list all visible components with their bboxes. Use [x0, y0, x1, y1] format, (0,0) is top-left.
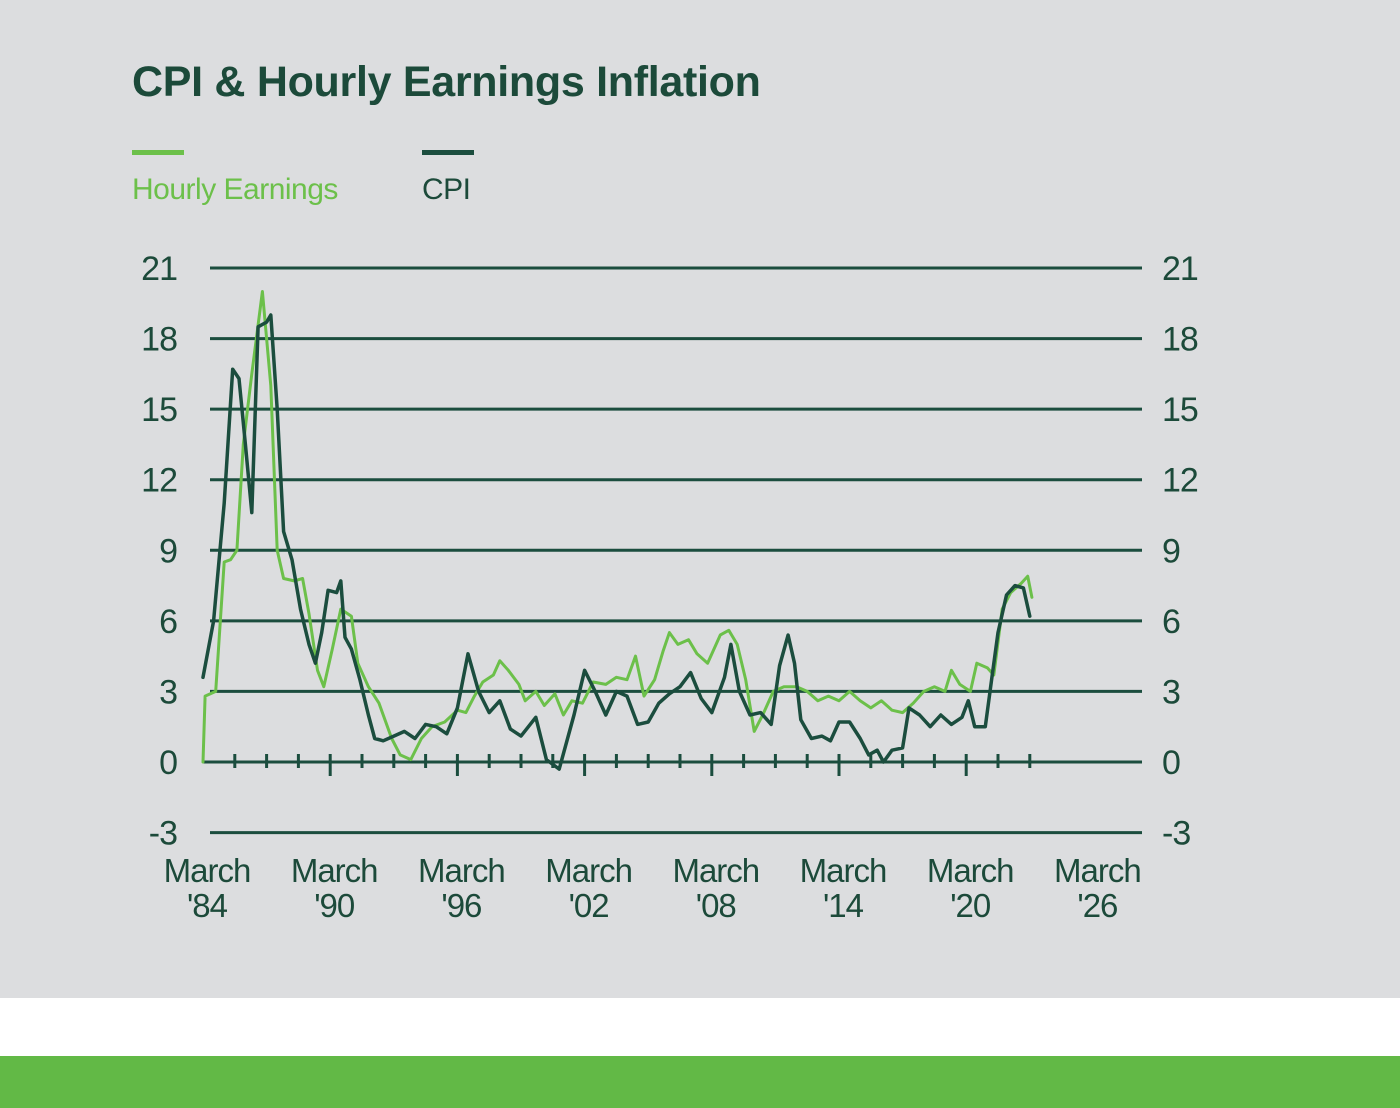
x-tick-label-year: '14 — [823, 887, 864, 924]
y-tick-label-right: 15 — [1162, 391, 1198, 429]
x-tick-label-year: '90 — [314, 887, 355, 924]
chart-title: CPI & Hourly Earnings Inflation — [132, 58, 761, 106]
legend-label-cpi: CPI — [422, 173, 471, 206]
footer-band — [0, 1056, 1400, 1108]
y-tick-label-left: 9 — [159, 532, 177, 570]
legend-item-hourly-earnings: Hourly Earnings — [132, 150, 338, 207]
y-tick-label-left: 6 — [159, 603, 177, 641]
series-line-hourly-earnings — [201, 290, 1034, 764]
y-tick-label-left: 0 — [159, 744, 177, 782]
x-tick-label-month: March — [1054, 852, 1141, 889]
series-line-cpi — [201, 313, 1032, 771]
x-tick-label-month: March — [800, 852, 887, 889]
y-tick-label-left: 12 — [141, 462, 177, 500]
y-tick-label-right: 12 — [1162, 462, 1198, 500]
legend-item-cpi: CPI — [422, 150, 474, 207]
x-tick-label-month: March — [418, 852, 505, 889]
y-tick-label-right: -3 — [1162, 815, 1190, 853]
x-tick-label-year: '20 — [950, 887, 991, 924]
legend-swatch-hourly-earnings — [132, 150, 184, 155]
y-tick-label-left: -3 — [149, 815, 177, 853]
x-tick-label-month: March — [291, 852, 378, 889]
y-tick-label-left: 21 — [141, 250, 177, 288]
x-tick-label-month: March — [164, 852, 251, 889]
x-tick-label-year: '08 — [696, 887, 736, 924]
legend-label-hourly-earnings: Hourly Earnings — [132, 173, 338, 206]
y-tick-label-left: 18 — [141, 321, 177, 359]
x-tick-label-year: '84 — [187, 887, 228, 924]
y-tick-label-left: 15 — [141, 391, 177, 429]
y-tick-label-right: 3 — [1162, 673, 1180, 711]
x-tick-label-month: March — [545, 852, 632, 889]
y-tick-label-right: 6 — [1162, 603, 1180, 641]
y-tick-label-right: 9 — [1162, 532, 1180, 570]
x-tick-label-year: '96 — [441, 887, 481, 924]
y-tick-label-right: 18 — [1162, 321, 1198, 359]
white-separator — [0, 998, 1400, 1056]
legend-swatch-cpi — [422, 150, 474, 155]
y-tick-label-right: 0 — [1162, 744, 1180, 782]
y-tick-label-right: 21 — [1162, 250, 1198, 288]
x-tick-label-month: March — [672, 852, 759, 889]
y-tick-label-left: 3 — [159, 673, 177, 711]
x-tick-label-year: '02 — [569, 887, 609, 924]
x-tick-label-month: March — [927, 852, 1014, 889]
x-tick-label-year: '26 — [1077, 887, 1117, 924]
